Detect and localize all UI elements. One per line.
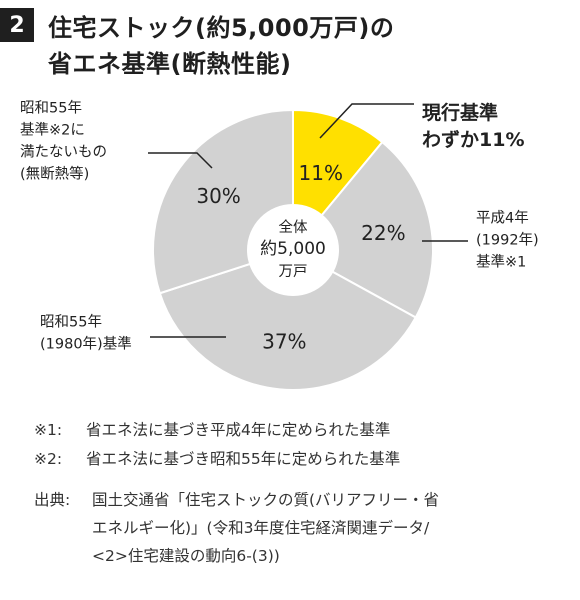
slice-percent-label-below-s55: 30% <box>196 184 240 208</box>
footnote-2-text: 省エネ法に基づき昭和55年に定められた基準 <box>86 450 401 468</box>
annotation-current-line-1: 現行基準 <box>422 101 498 124</box>
pie-slice-h4 <box>291 140 434 319</box>
source-label: 出典: <box>34 491 71 509</box>
source-line-1: 国土交通省「住宅ストックの質(バリアフリー・省 <box>92 491 440 509</box>
slice-percent-label-current: 11% <box>299 161 343 185</box>
slice-percent-label-s55: 37% <box>262 330 306 354</box>
footnote-1-mark: ※1: <box>34 421 63 439</box>
annotation-h4-line-3: 基準※1 <box>476 254 526 271</box>
footnotes: ※1: 省エネ法に基づき平成4年に定められた基準 ※2: 省エネ法に基づき昭和55年… <box>34 418 400 476</box>
annotation-below-s55-line-3: 満たないもの <box>20 144 107 161</box>
footnote-2: ※2: 省エネ法に基づき昭和55年に定められた基準 <box>34 447 400 476</box>
center-label-line-1: 全体 <box>279 218 308 236</box>
pie-center-hole <box>247 204 339 296</box>
footnote-2-mark: ※2: <box>34 450 63 468</box>
section-number: 2 <box>0 8 34 42</box>
slice-percent-label-h4: 22% <box>361 221 405 245</box>
annotation-current-line-2: わずか11% <box>422 129 524 151</box>
header: 2 住宅ストック(約5,000万戸)の 省エネ基準(断熱性能) <box>0 0 580 80</box>
pie-slice-s55 <box>158 248 418 391</box>
leader-line-current <box>319 103 414 139</box>
annotation-below-s55-line-2: 基準※2に <box>20 122 85 139</box>
annotation-s55-line-1: 昭和55年 <box>40 314 102 331</box>
annotation-h4-line-2: (1992年) <box>476 232 539 249</box>
chart-title-line-1: 住宅ストック(約5,000万戸)の <box>48 14 395 42</box>
annotation-below-s55-line-1: 昭和55年 <box>20 100 82 117</box>
annotation-s55-line-2: (1980年)基準 <box>40 336 132 353</box>
leader-line-below-s55 <box>148 152 213 169</box>
footnote-1-text: 省エネ法に基づき平成4年に定められた基準 <box>86 421 391 439</box>
footnote-1: ※1: 省エネ法に基づき平成4年に定められた基準 <box>34 418 400 447</box>
source-line-3: <2>住宅建設の動向6-(3)) <box>92 547 280 565</box>
center-label-line-2: 約5,000 <box>260 239 326 259</box>
pie-chart: 11% 現行基準わずか11% 22% 平成4年 (1992年) 基準※1 37% 昭和55年 (… <box>0 90 580 410</box>
chart-title-line-2: 省エネ基準(断熱性能) <box>48 50 292 78</box>
annotation-below-s55-line-4: (無断熱等) <box>20 165 89 183</box>
source-line-2: エネルギー化)」(令和3年度住宅経済関連データ/ <box>92 519 430 537</box>
center-label-line-3: 万戸 <box>279 264 308 280</box>
annotation-h4-line-1: 平成4年 <box>476 210 529 227</box>
